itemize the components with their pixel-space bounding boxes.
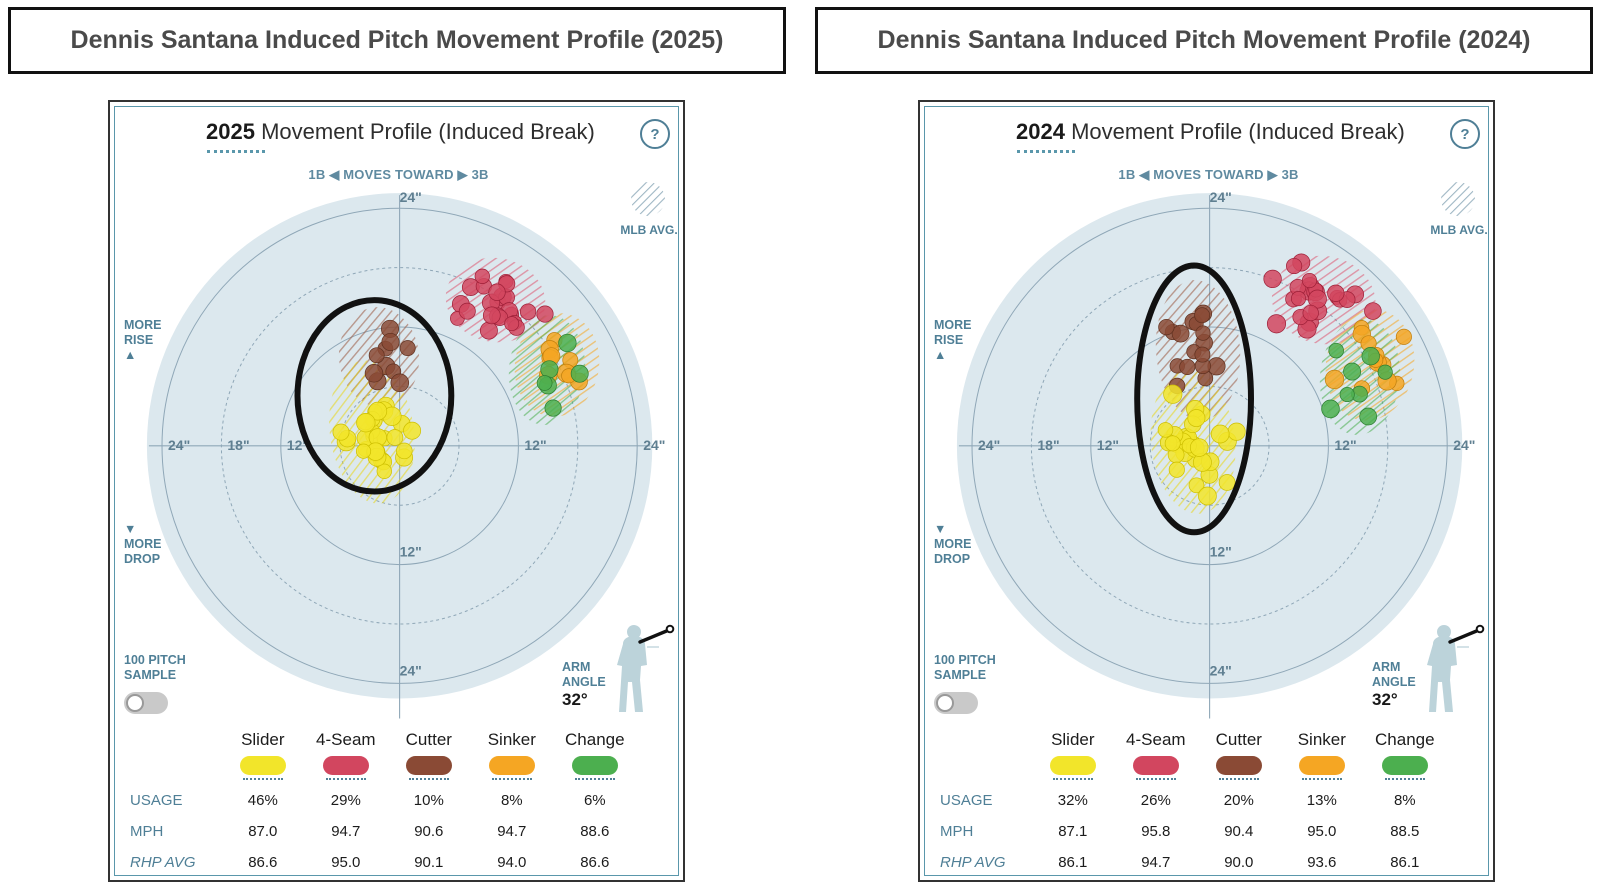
svg-text:24": 24": [168, 437, 190, 453]
svg-text:24": 24": [400, 662, 422, 678]
svg-text:18": 18": [1037, 437, 1059, 453]
svg-text:12": 12": [400, 544, 422, 560]
svg-text:18": 18": [227, 437, 249, 453]
svg-text:24": 24": [1453, 437, 1475, 453]
svg-text:12": 12": [1210, 544, 1232, 560]
svg-text:24": 24": [1210, 662, 1232, 678]
svg-text:24": 24": [1210, 189, 1232, 205]
svg-text:12": 12": [1097, 437, 1119, 453]
svg-text:24": 24": [978, 437, 1000, 453]
svg-text:12": 12": [524, 437, 546, 453]
svg-text:12": 12": [1334, 437, 1356, 453]
svg-text:24": 24": [400, 189, 422, 205]
svg-text:24": 24": [643, 437, 665, 453]
